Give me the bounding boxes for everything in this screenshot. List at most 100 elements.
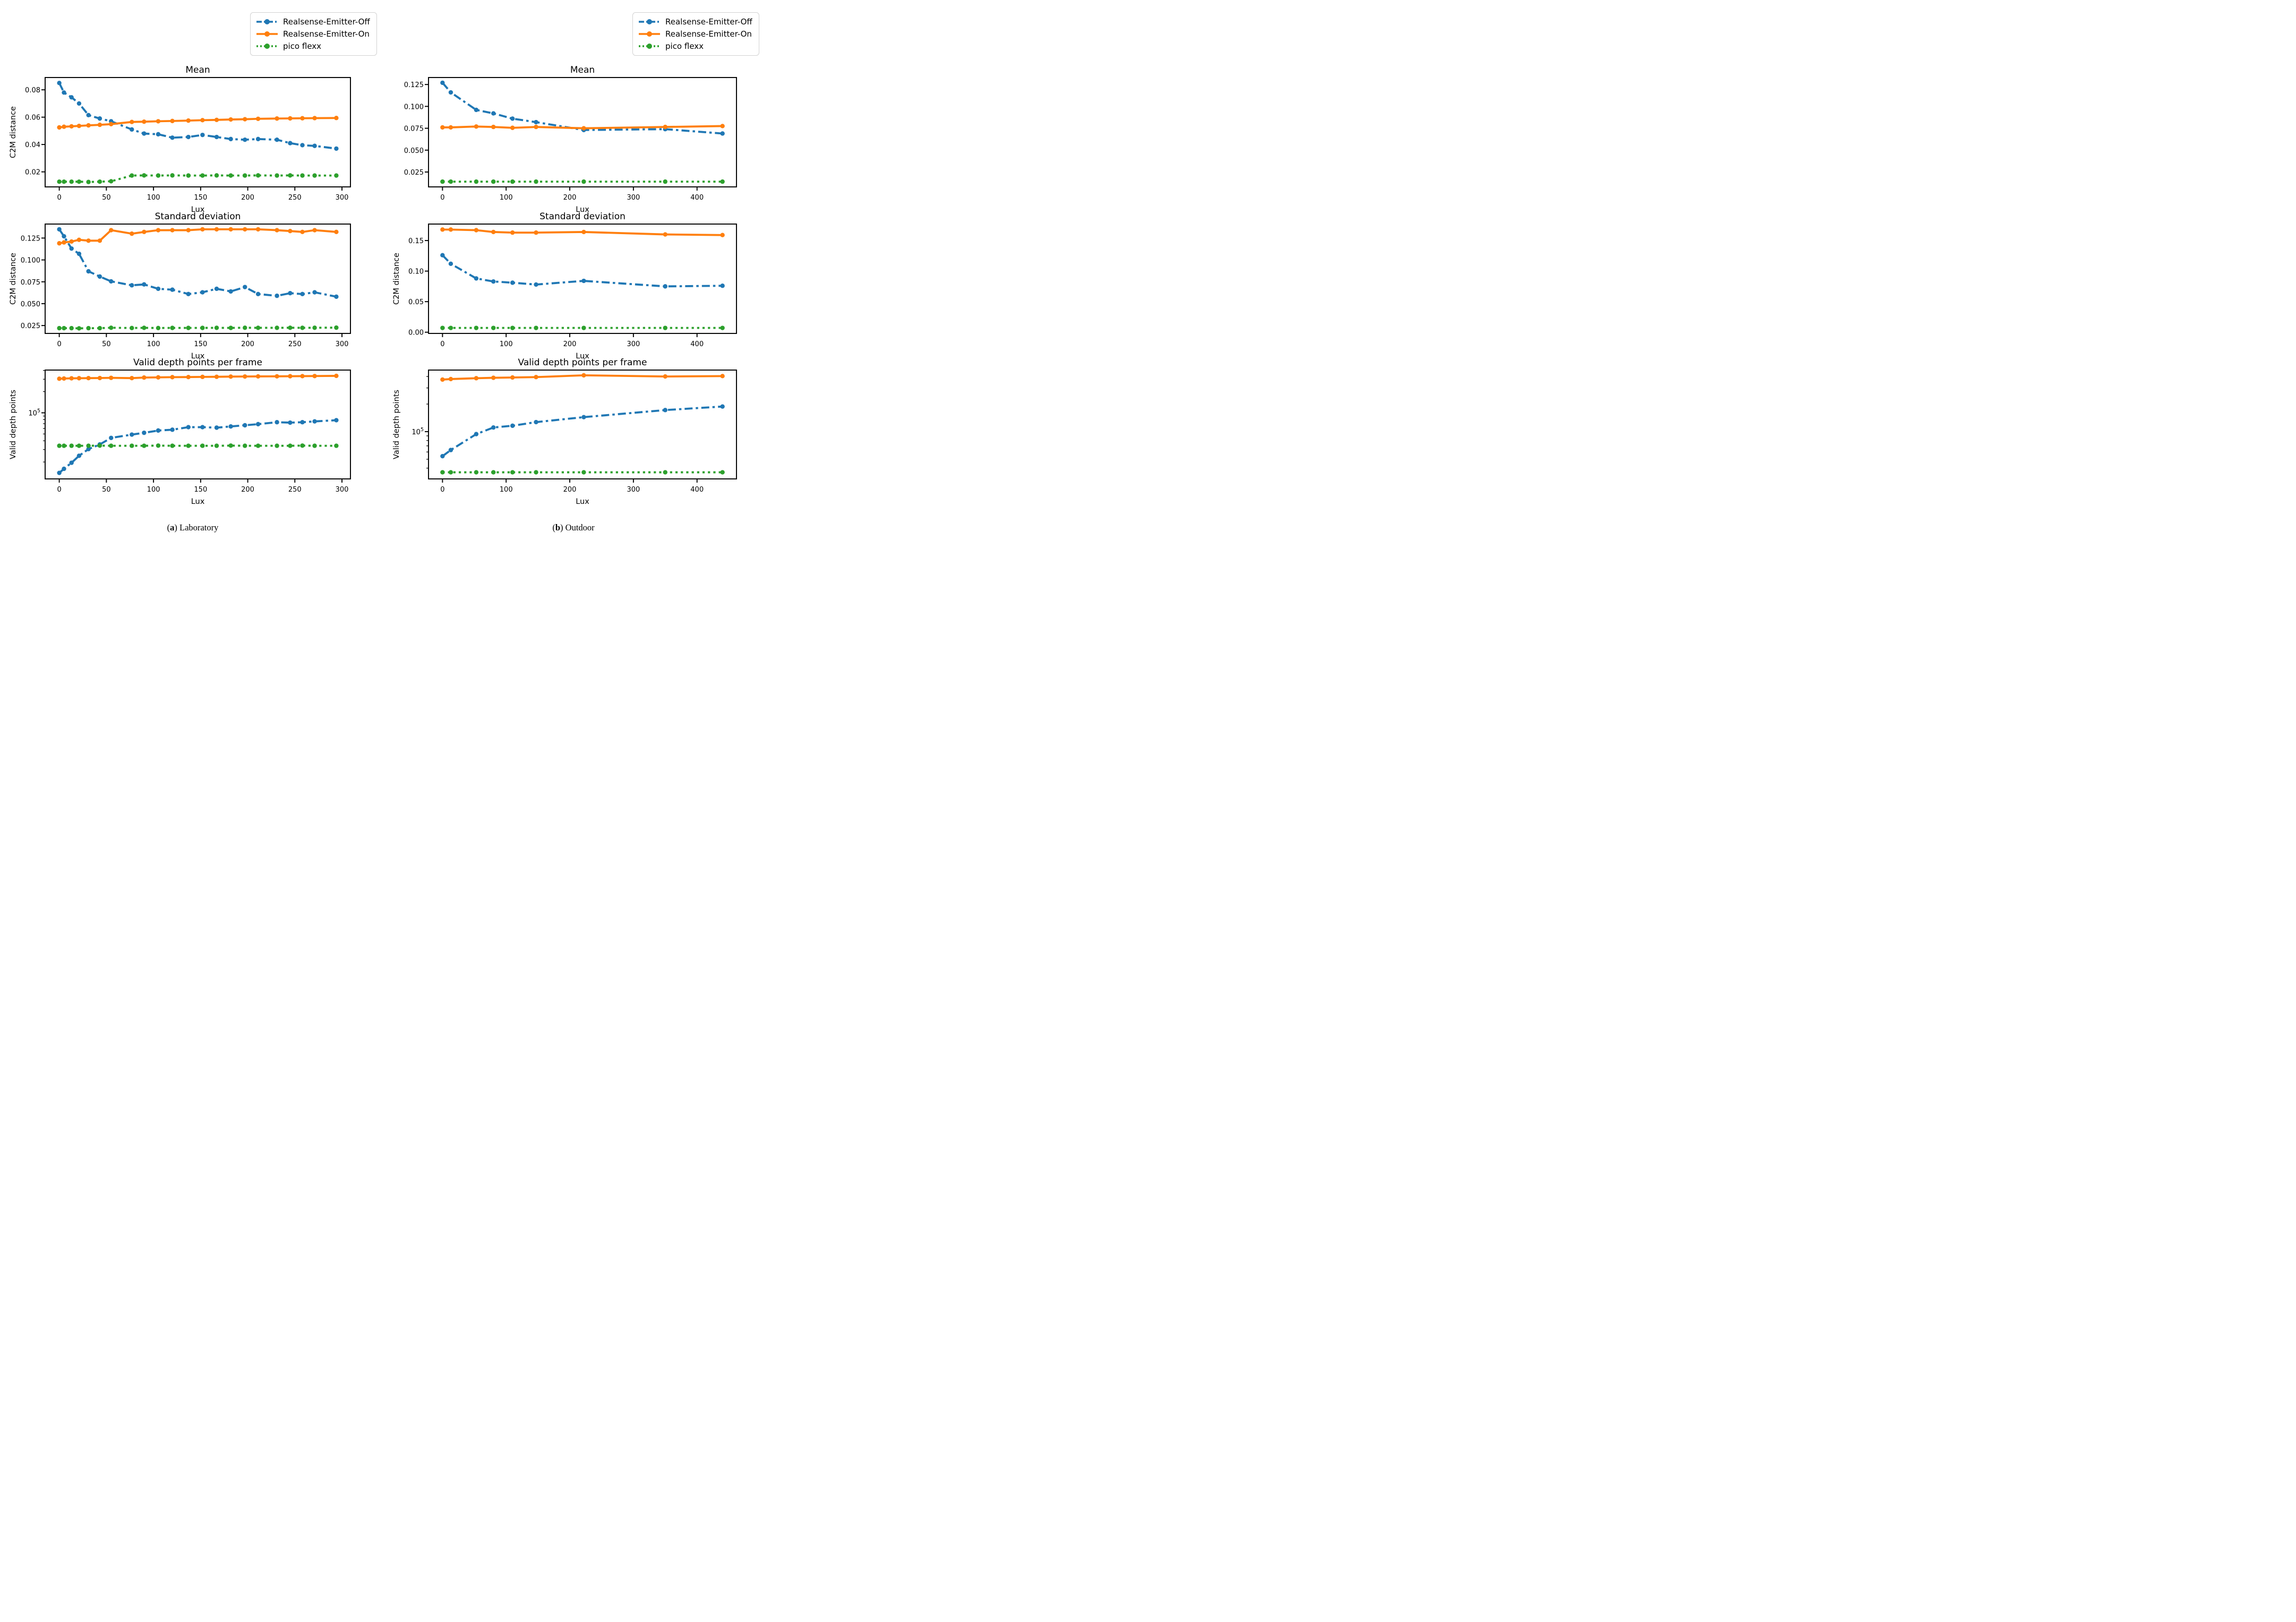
svg-text:0.075: 0.075 <box>404 125 424 133</box>
y-axis-label: C2M distance <box>9 106 18 158</box>
svg-text:0.04: 0.04 <box>25 141 40 149</box>
series-realsense-emitter-off-line <box>441 82 723 135</box>
series-realsense-emitter-on-line <box>59 228 337 245</box>
charts-canvas: Mean Lux C2M distance 0 50 100 150 200 250 300 0.0… <box>9 65 737 506</box>
svg-text:0.06: 0.06 <box>25 114 40 122</box>
axes-frame <box>45 224 351 334</box>
caption-laboratory: (a) Laboratory <box>11 522 375 535</box>
chart-lab-std: Standard deviation Lux C2M distance 0 50 100 1… <box>9 211 351 361</box>
x-axis-label: Lux <box>576 205 589 214</box>
svg-text:0.125: 0.125 <box>404 81 424 89</box>
series-realsense-emitter-off-markers <box>440 253 725 289</box>
svg-text:105: 105 <box>28 408 40 418</box>
svg-text:100: 100 <box>500 486 513 494</box>
x-ticks: 0 50 100 150 200 250 300 <box>57 333 348 348</box>
series-realsense-emitter-on-markers <box>440 227 725 237</box>
svg-text:0: 0 <box>57 340 61 348</box>
svg-text:0.050: 0.050 <box>21 301 40 308</box>
svg-text:0.05: 0.05 <box>408 298 424 306</box>
svg-text:0.075: 0.075 <box>21 279 40 287</box>
chart-title: Mean <box>570 65 595 75</box>
chart-title: Mean <box>185 65 210 75</box>
legend-item-realsense-emitter-on: Realsense-Emitter-On <box>256 29 370 39</box>
caption-letter: a <box>170 522 175 533</box>
chart-out-valid: Valid depth points per frame Lux Valid dep… <box>392 357 737 506</box>
caption-paren: ( <box>167 522 170 533</box>
svg-text:0: 0 <box>440 194 444 202</box>
series-realsense-emitter-off-line <box>58 419 337 474</box>
svg-text:100: 100 <box>147 194 160 202</box>
series-realsense-emitter-on-markers <box>57 373 339 381</box>
svg-text:105: 105 <box>412 427 424 436</box>
svg-text:400: 400 <box>690 486 704 494</box>
legend-item-realsense-emitter-on: Realsense-Emitter-On <box>638 29 752 39</box>
svg-text:0: 0 <box>57 486 61 494</box>
y-ticks: 105 <box>28 370 45 462</box>
y-ticks: 0.02 0.04 0.06 0.08 <box>25 87 45 177</box>
axes-frame <box>45 77 351 187</box>
svg-text:200: 200 <box>563 486 577 494</box>
caption-paren: ) <box>174 522 177 533</box>
legend-item-pico-flexx: pico flexx <box>638 41 752 51</box>
series-realsense-emitter-off-line <box>441 254 723 288</box>
svg-text:0.10: 0.10 <box>408 268 424 276</box>
chart-out-mean: Mean Lux 0 100 200 300 400 0.025 0.050 0.075 0.100… <box>404 65 737 214</box>
svg-text:0.125: 0.125 <box>21 235 40 243</box>
chart-title: Valid depth points per frame <box>133 357 262 368</box>
svg-text:100: 100 <box>147 340 160 348</box>
series-pico-flexx-markers <box>57 443 339 448</box>
svg-text:300: 300 <box>627 194 640 202</box>
series-realsense-emitter-off-markers <box>57 418 339 475</box>
x-axis-label: Lux <box>191 352 205 361</box>
svg-text:300: 300 <box>336 486 349 494</box>
caption-text: Outdoor <box>563 522 595 533</box>
svg-text:0.15: 0.15 <box>408 237 424 245</box>
series-realsense-emitter-on-markers <box>440 373 725 382</box>
svg-text:200: 200 <box>241 340 254 348</box>
realsense-emitter-off-line-sample-icon <box>256 19 278 24</box>
svg-text:0: 0 <box>440 340 444 348</box>
series-realsense-emitter-off-markers <box>57 81 339 151</box>
axes-frame <box>45 370 351 479</box>
realsense-emitter-on-line-sample-icon <box>639 31 660 37</box>
svg-text:0.100: 0.100 <box>21 257 40 265</box>
legend-label: pico flexx <box>665 41 704 51</box>
caption-outdoor: (b) Outdoor <box>391 522 756 535</box>
series-realsense-emitter-on-line <box>59 375 337 380</box>
caption-paren: ( <box>552 522 555 533</box>
svg-text:200: 200 <box>563 340 577 348</box>
figure-page: Mean Lux C2M distance 0 50 100 150 200 250 300 0.0… <box>0 0 766 540</box>
series-realsense-emitter-on-markers <box>57 227 339 246</box>
axes-frame <box>428 370 737 479</box>
legend-item-pico-flexx: pico flexx <box>256 41 370 51</box>
caption-paren: ) <box>560 522 563 533</box>
svg-text:250: 250 <box>288 486 302 494</box>
svg-text:200: 200 <box>241 486 254 494</box>
pico-flexx-line-sample-icon <box>639 44 660 49</box>
svg-text:400: 400 <box>690 194 704 202</box>
legend-outdoor: Realsense-Emitter-Off Realsense-Emitter-O… <box>632 12 759 56</box>
svg-text:0.08: 0.08 <box>25 87 40 95</box>
x-ticks: 0 50 100 150 200 250 300 <box>57 187 348 202</box>
x-axis-label: Lux <box>576 352 589 361</box>
caption-letter: b <box>555 522 561 533</box>
svg-text:300: 300 <box>627 340 640 348</box>
y-axis-label: C2M distance <box>392 253 401 305</box>
svg-text:300: 300 <box>336 194 349 202</box>
svg-text:0.02: 0.02 <box>25 169 40 177</box>
svg-text:0: 0 <box>57 194 61 202</box>
series-realsense-emitter-on-line <box>59 117 337 128</box>
svg-text:0.025: 0.025 <box>21 322 40 330</box>
chart-lab-mean: Mean Lux C2M distance 0 50 100 150 200 250 300 0.0… <box>9 65 351 214</box>
legend-label: Realsense-Emitter-On <box>665 29 752 39</box>
y-ticks: 0.025 0.050 0.075 0.100 0.125 <box>404 81 429 177</box>
svg-text:50: 50 <box>102 194 111 202</box>
svg-text:50: 50 <box>102 340 111 348</box>
x-ticks: 0 100 200 300 400 <box>440 479 704 494</box>
legend-label: Realsense-Emitter-Off <box>283 17 370 27</box>
series-realsense-emitter-off-line <box>58 82 337 150</box>
y-axis-label: Valid depth points <box>392 390 401 459</box>
series-realsense-emitter-on-markers <box>440 124 725 131</box>
caption-text: Laboratory <box>177 522 219 533</box>
series-realsense-emitter-off-markers <box>57 227 339 299</box>
